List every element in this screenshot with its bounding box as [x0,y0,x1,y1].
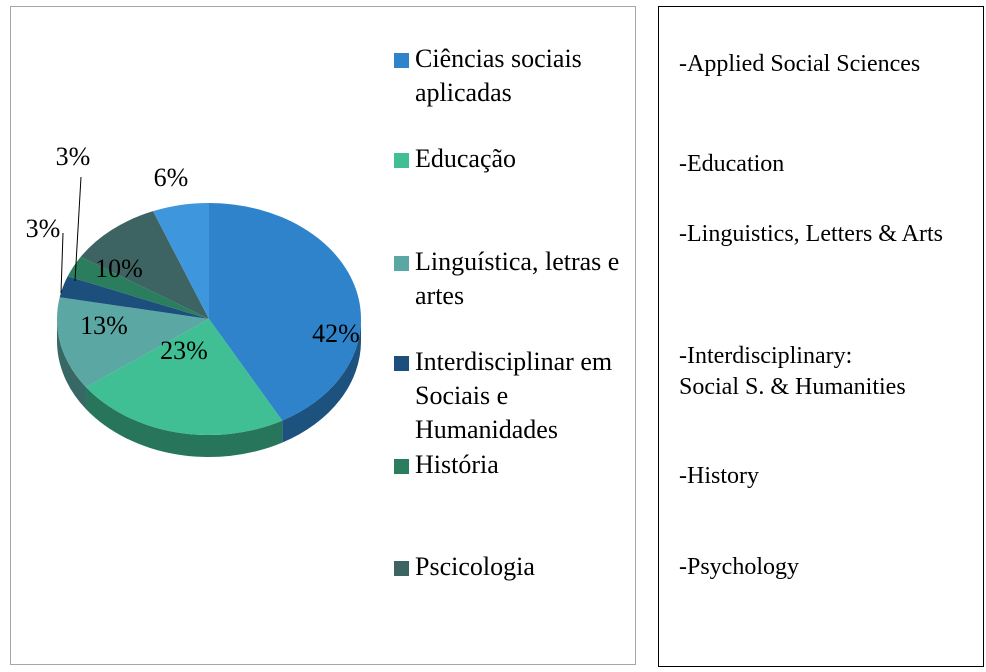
data-label: 3% [56,142,91,171]
legend-label: Linguística, letras e artes [415,247,620,310]
legend-label: História [415,450,499,479]
chart-frame: 42% 23% 13% 3% 3% 10% 6% Ciências sociais apli… [10,6,636,665]
slice [153,203,209,319]
slice [59,276,209,319]
slice [57,297,210,388]
data-label: 13% [80,311,128,340]
legend-swatch [394,561,409,576]
legend-swatch [394,256,409,271]
data-label: 42% [312,319,360,348]
legend-label: Ciências sociais aplicadas [415,44,582,107]
slice [209,203,362,421]
slice-side [282,319,361,443]
translation: -Interdisciplinary: Social S. & Humaniti… [679,343,906,400]
legend-swatch [394,153,409,168]
leader-line [60,232,64,294]
data-label: 6% [154,163,189,192]
translation: -Linguistics, Letters & Arts [679,221,943,247]
translation: -Applied Social Sciences [679,51,921,77]
translation: -Education [679,151,785,177]
legend-swatch [394,356,409,371]
slice-side [57,319,87,410]
leader-line [74,176,82,282]
slice [80,211,209,319]
legend-label: Interdisciplinar em Sociais e Humanidade… [415,347,613,444]
data-label: 3% [26,214,61,243]
data-label: 23% [160,336,208,365]
legend-swatch [394,53,409,68]
slice-side [86,387,283,457]
legend-swatch [394,459,409,474]
translation: -History [679,463,759,489]
legend-label: Educação [415,144,517,173]
pie-chart: 42% 23% 13% 3% 3% 10% 6% [26,142,362,457]
translation-box: -Applied Social Sciences -Education -Lingu… [658,6,984,667]
legend-label: Pscicologia [415,552,535,581]
translation: -Psychology [679,554,799,580]
slice [86,319,283,436]
data-label: 10% [95,254,143,283]
slice [67,256,209,319]
